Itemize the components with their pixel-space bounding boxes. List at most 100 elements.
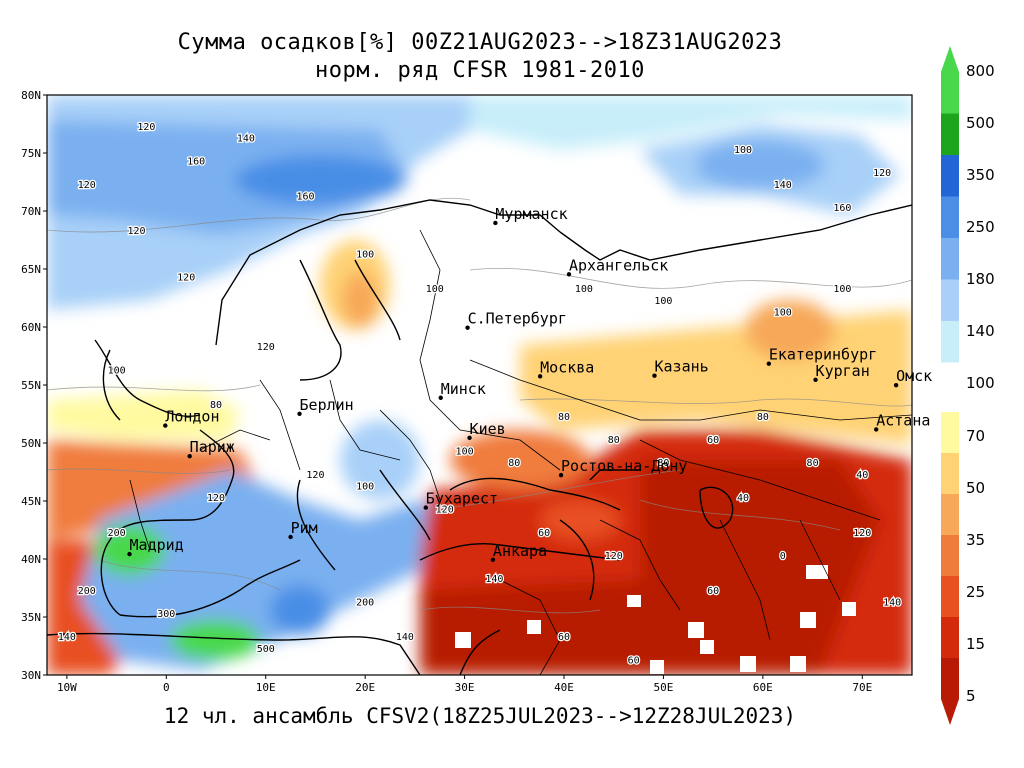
colorbar-segment bbox=[941, 494, 959, 535]
contour-value-label: 80 bbox=[608, 435, 620, 446]
colorbar-top-arrow bbox=[941, 46, 959, 72]
lon-tick-label: 70E bbox=[852, 681, 872, 694]
city-markers: Мурманск Архангельск С.Петербург Москва Каза… bbox=[127, 205, 932, 563]
contour-value-label: 500 bbox=[257, 644, 275, 655]
contour-value-label: 120 bbox=[436, 505, 454, 516]
city-dot bbox=[467, 435, 472, 440]
city-dot bbox=[493, 220, 498, 226]
city-label: Минск bbox=[441, 380, 486, 398]
city-label: Рим bbox=[291, 519, 318, 537]
contour-value-label: 120 bbox=[873, 168, 891, 179]
city-label: Екатеринбург bbox=[769, 346, 877, 364]
lat-tick-label: 65N bbox=[21, 263, 41, 276]
colorbar-label: 5 bbox=[966, 687, 976, 705]
contour-value-label: 40 bbox=[737, 493, 749, 504]
contour-value-label: 140 bbox=[237, 133, 255, 144]
contour-value-label: 100 bbox=[456, 447, 474, 458]
contour-value-label: 160 bbox=[833, 203, 851, 214]
contour-value-label: 100 bbox=[774, 307, 792, 318]
city-dot bbox=[537, 374, 543, 379]
contour-value-label: 160 bbox=[296, 191, 314, 202]
city-label: Архангельск bbox=[569, 256, 668, 274]
contour-value-label: 120 bbox=[257, 342, 275, 353]
contour-value-label: 60 bbox=[707, 435, 719, 446]
city-label: Астана bbox=[876, 411, 930, 429]
contour-value-label: 140 bbox=[883, 597, 901, 608]
colorbar-label: 500 bbox=[966, 114, 995, 132]
contour-value-label: 120 bbox=[605, 551, 623, 562]
city-dot bbox=[423, 505, 429, 510]
contour-value-label: 60 bbox=[628, 655, 640, 666]
lat-tick-label: 55N bbox=[21, 379, 41, 392]
contour-value-label: 120 bbox=[853, 528, 871, 539]
colorbar-bottom-arrow bbox=[941, 699, 959, 725]
lat-tick-label: 60N bbox=[21, 321, 41, 334]
map-title: Сумма осадков[%] 00Z21AUG2023-->18Z31AUG… bbox=[177, 30, 783, 55]
contour-value-label: 100 bbox=[734, 145, 752, 156]
city-label: Анкара bbox=[493, 542, 547, 560]
country-borders bbox=[129, 229, 912, 675]
colorbar-label: 100 bbox=[966, 374, 995, 392]
colorbar-label: 25 bbox=[966, 583, 985, 601]
contour-value-label: 60 bbox=[538, 528, 550, 539]
colorbar-label: 15 bbox=[966, 635, 985, 653]
city-label: Омск bbox=[896, 367, 932, 385]
contour-value-label: 200 bbox=[108, 528, 126, 539]
lat-tick-label: 45N bbox=[21, 495, 41, 508]
latitude-axis: 80N 75N 70N 65N 60N 55N 50N 45N 40N 35N 30N bbox=[21, 89, 47, 682]
contour-value-label: 100 bbox=[833, 284, 851, 295]
lat-tick-label: 80N bbox=[21, 89, 41, 102]
city-dot bbox=[893, 383, 899, 388]
city-dot bbox=[438, 395, 443, 400]
contour-value-label: 60 bbox=[558, 632, 570, 643]
colorbar-label: 250 bbox=[966, 218, 995, 236]
contour-value-label: 200 bbox=[356, 597, 374, 608]
contour-value-label: 140 bbox=[396, 632, 414, 643]
contour-value-label: 80 bbox=[558, 412, 570, 423]
city-label: Москва bbox=[540, 358, 594, 376]
city-label: Ростов-на-Дону bbox=[561, 457, 687, 475]
ensemble-footer: 12 чл. ансамбль CFSV2(18Z25JUL2023-->12Z… bbox=[163, 704, 797, 728]
city-label: Мурманск bbox=[495, 205, 567, 223]
colorbar-label: 180 bbox=[966, 270, 995, 288]
contour-value-label: 140 bbox=[485, 574, 503, 585]
contour-value-label: 80 bbox=[657, 458, 669, 469]
longitude-axis: 10W 0 10E 20E 30E 40E 50E 60E 70E bbox=[57, 675, 872, 694]
city-dot bbox=[187, 454, 192, 459]
colorbar-segment bbox=[941, 658, 959, 699]
contour-value-label: 140 bbox=[774, 180, 792, 191]
lon-tick-label: 10W bbox=[57, 681, 77, 694]
contour-value-label: 120 bbox=[127, 226, 145, 237]
city-dot bbox=[874, 427, 879, 432]
colorbar-label: 800 bbox=[966, 62, 995, 80]
contour-value-label: 120 bbox=[177, 273, 195, 284]
coastlines bbox=[47, 199, 912, 675]
colorbar-segment bbox=[941, 535, 959, 576]
city-dot bbox=[127, 551, 132, 557]
contour-value-label: 120 bbox=[207, 493, 225, 504]
city-dot bbox=[766, 361, 772, 366]
colorbar-segment bbox=[941, 617, 959, 658]
city-label: Казань bbox=[654, 358, 708, 376]
city-dot bbox=[652, 373, 657, 378]
lon-tick-label: 20E bbox=[355, 681, 375, 694]
lat-tick-label: 75N bbox=[21, 147, 41, 160]
lat-tick-label: 50N bbox=[21, 437, 41, 450]
colorbar-label: 350 bbox=[966, 166, 995, 184]
contour-value-label: 100 bbox=[654, 296, 672, 307]
colorbar-segment bbox=[941, 113, 959, 155]
city-dot bbox=[297, 411, 302, 416]
lat-tick-label: 35N bbox=[21, 611, 41, 624]
contour-value-label: 100 bbox=[356, 249, 374, 260]
lat-tick-label: 30N bbox=[21, 669, 41, 682]
precipitation-field bbox=[47, 95, 912, 675]
lat-tick-label: 70N bbox=[21, 205, 41, 218]
colorbar-segment bbox=[941, 412, 959, 453]
colorbar-label: 140 bbox=[966, 322, 995, 340]
lon-tick-label: 50E bbox=[653, 681, 673, 694]
contour-value-label: 120 bbox=[306, 470, 324, 481]
city-label: Париж bbox=[190, 438, 235, 456]
city-label: Мадрид bbox=[130, 536, 184, 554]
colorbar-segment bbox=[941, 576, 959, 617]
